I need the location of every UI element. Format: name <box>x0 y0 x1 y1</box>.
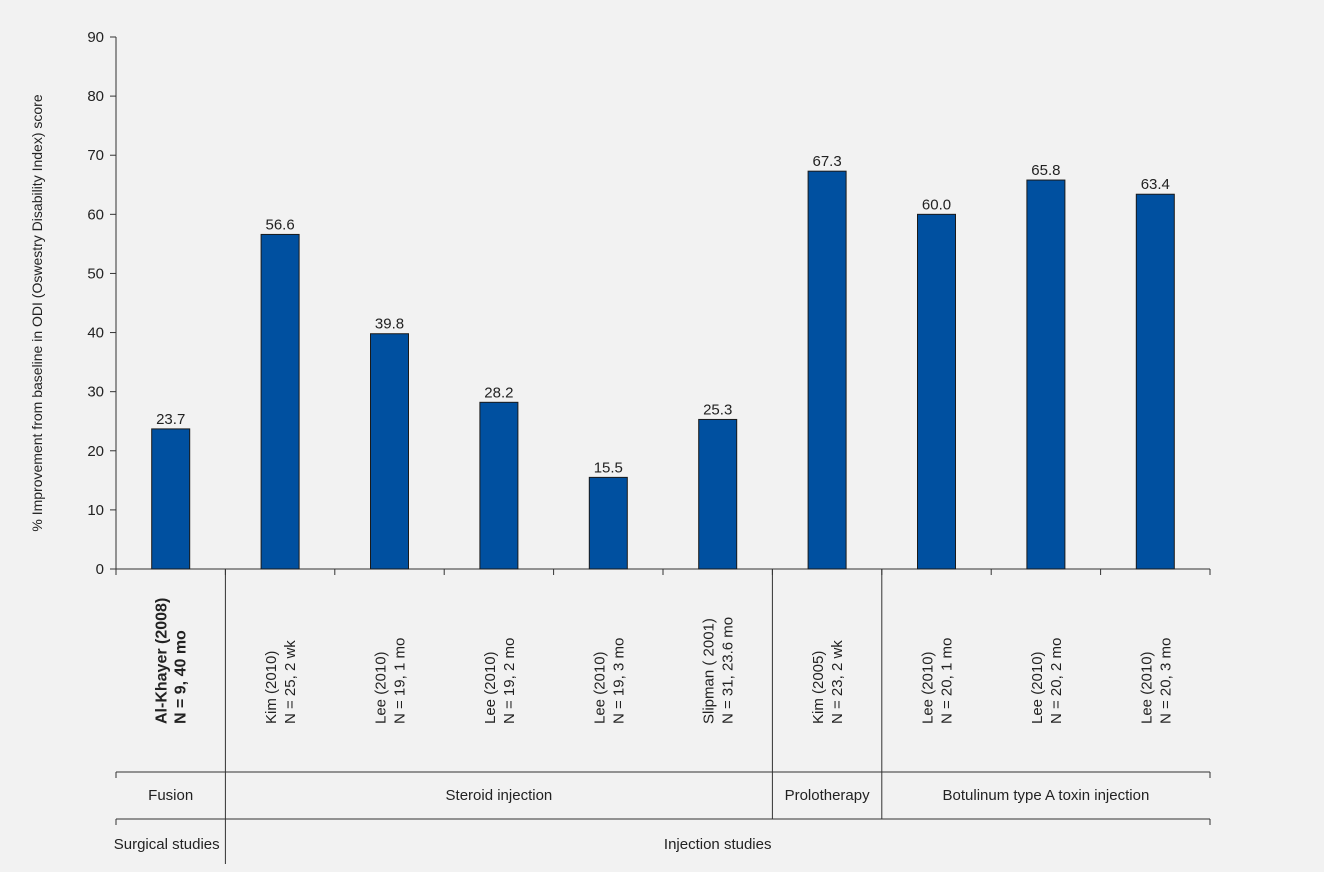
supergroup-label: Injection studies <box>664 836 772 853</box>
category-label-line2: N = 19, 2 mo <box>501 638 518 724</box>
category-label-line1: Kim (2005) <box>810 651 827 724</box>
y-tick-label: 70 <box>87 147 104 164</box>
y-tick-label: 10 <box>87 502 104 519</box>
labels-layer: 0 10 20 30 40 50 60 70 80 90 % Improvement from ba… <box>29 29 1174 853</box>
data-label: 63.4 <box>1141 176 1170 193</box>
category-label-line1: Lee (2010) <box>920 651 937 724</box>
y-tick-label: 50 <box>87 265 104 282</box>
bar <box>370 333 409 570</box>
bar <box>260 233 300 570</box>
category-label: Lee (2010) N = 20, 3 mo <box>1138 638 1174 724</box>
category-label: Lee (2010) N = 20, 2 mo <box>1029 638 1065 724</box>
category-label-line1: Al-Khayer (2008) <box>154 598 171 724</box>
category-label: Lee (2010) N = 19, 2 mo <box>482 638 518 724</box>
data-label: 67.3 <box>812 153 841 170</box>
data-label: 39.8 <box>375 316 404 333</box>
y-tick-label: 60 <box>87 206 104 223</box>
category-label-line2: N = 20, 1 mo <box>939 638 956 724</box>
category-label: Slipman ( 2001) N = 31, 23.6 mo <box>701 617 737 724</box>
category-label-line2: N = 25, 2 wk <box>282 640 299 724</box>
category-label-line1: Lee (2010) <box>591 651 608 724</box>
y-tick-label: 30 <box>87 384 104 401</box>
group-label: Steroid injection <box>446 787 553 804</box>
bar <box>698 418 738 570</box>
data-label: 28.2 <box>484 384 513 401</box>
category-label-line2: N = 19, 1 mo <box>392 638 409 724</box>
category-label-line2: N = 19, 3 mo <box>610 638 627 724</box>
y-axis-title: % Improvement from baseline in ODI (Oswe… <box>29 94 45 531</box>
y-tick-label: 20 <box>87 443 104 460</box>
category-label: Lee (2010) N = 20, 1 mo <box>920 638 956 724</box>
category-label: Lee (2010) N = 19, 3 mo <box>591 638 627 724</box>
bar <box>917 213 956 570</box>
data-label: 60.0 <box>922 196 951 213</box>
category-label-line2: N = 20, 2 mo <box>1048 638 1065 724</box>
data-label: 23.7 <box>156 411 185 428</box>
bar <box>151 428 191 570</box>
data-label: 56.6 <box>265 216 294 233</box>
category-label: Al-Khayer (2008) N = 9, 40 mo <box>154 598 190 724</box>
category-label-line2: N = 9, 40 mo <box>173 630 190 724</box>
group-label: Fusion <box>148 787 193 804</box>
bars-layer <box>151 170 1175 570</box>
category-label: Kim (2005) N = 23, 2 wk <box>810 640 846 724</box>
y-tick-label: 40 <box>87 325 104 342</box>
group-label: Prolotherapy <box>785 787 871 804</box>
category-label-line2: N = 20, 3 mo <box>1157 638 1174 724</box>
data-label: 15.5 <box>594 459 623 476</box>
category-label: Kim (2010) N = 25, 2 wk <box>263 640 299 724</box>
category-label-line1: Lee (2010) <box>1029 651 1046 724</box>
y-tick-label: 80 <box>87 88 104 105</box>
group-label: Botulinum type A toxin injection <box>943 787 1150 804</box>
category-label-line2: N = 23, 2 wk <box>829 640 846 724</box>
bar <box>1135 193 1175 570</box>
category-label-line1: Lee (2010) <box>373 651 390 724</box>
data-label: 65.8 <box>1031 162 1060 179</box>
category-label: Lee (2010) N = 19, 1 mo <box>373 638 409 724</box>
bar <box>1026 179 1066 570</box>
odi-bar-chart: 0 10 20 30 40 50 60 70 80 90 % Improvement from ba… <box>29 29 1211 864</box>
category-label-line2: N = 31, 23.6 mo <box>720 617 737 724</box>
bar <box>588 476 628 570</box>
category-label-line1: Lee (2010) <box>1138 651 1155 724</box>
supergroup-label: Surgical studies <box>114 836 220 853</box>
category-label-line1: Slipman ( 2001) <box>701 618 718 724</box>
y-tick-label: 90 <box>87 29 104 46</box>
category-label-line1: Lee (2010) <box>482 651 499 724</box>
bar <box>479 401 519 570</box>
data-label: 25.3 <box>703 401 732 418</box>
bar <box>807 170 847 570</box>
category-label-line1: Kim (2010) <box>263 651 280 724</box>
y-tick-label: 0 <box>96 561 104 578</box>
